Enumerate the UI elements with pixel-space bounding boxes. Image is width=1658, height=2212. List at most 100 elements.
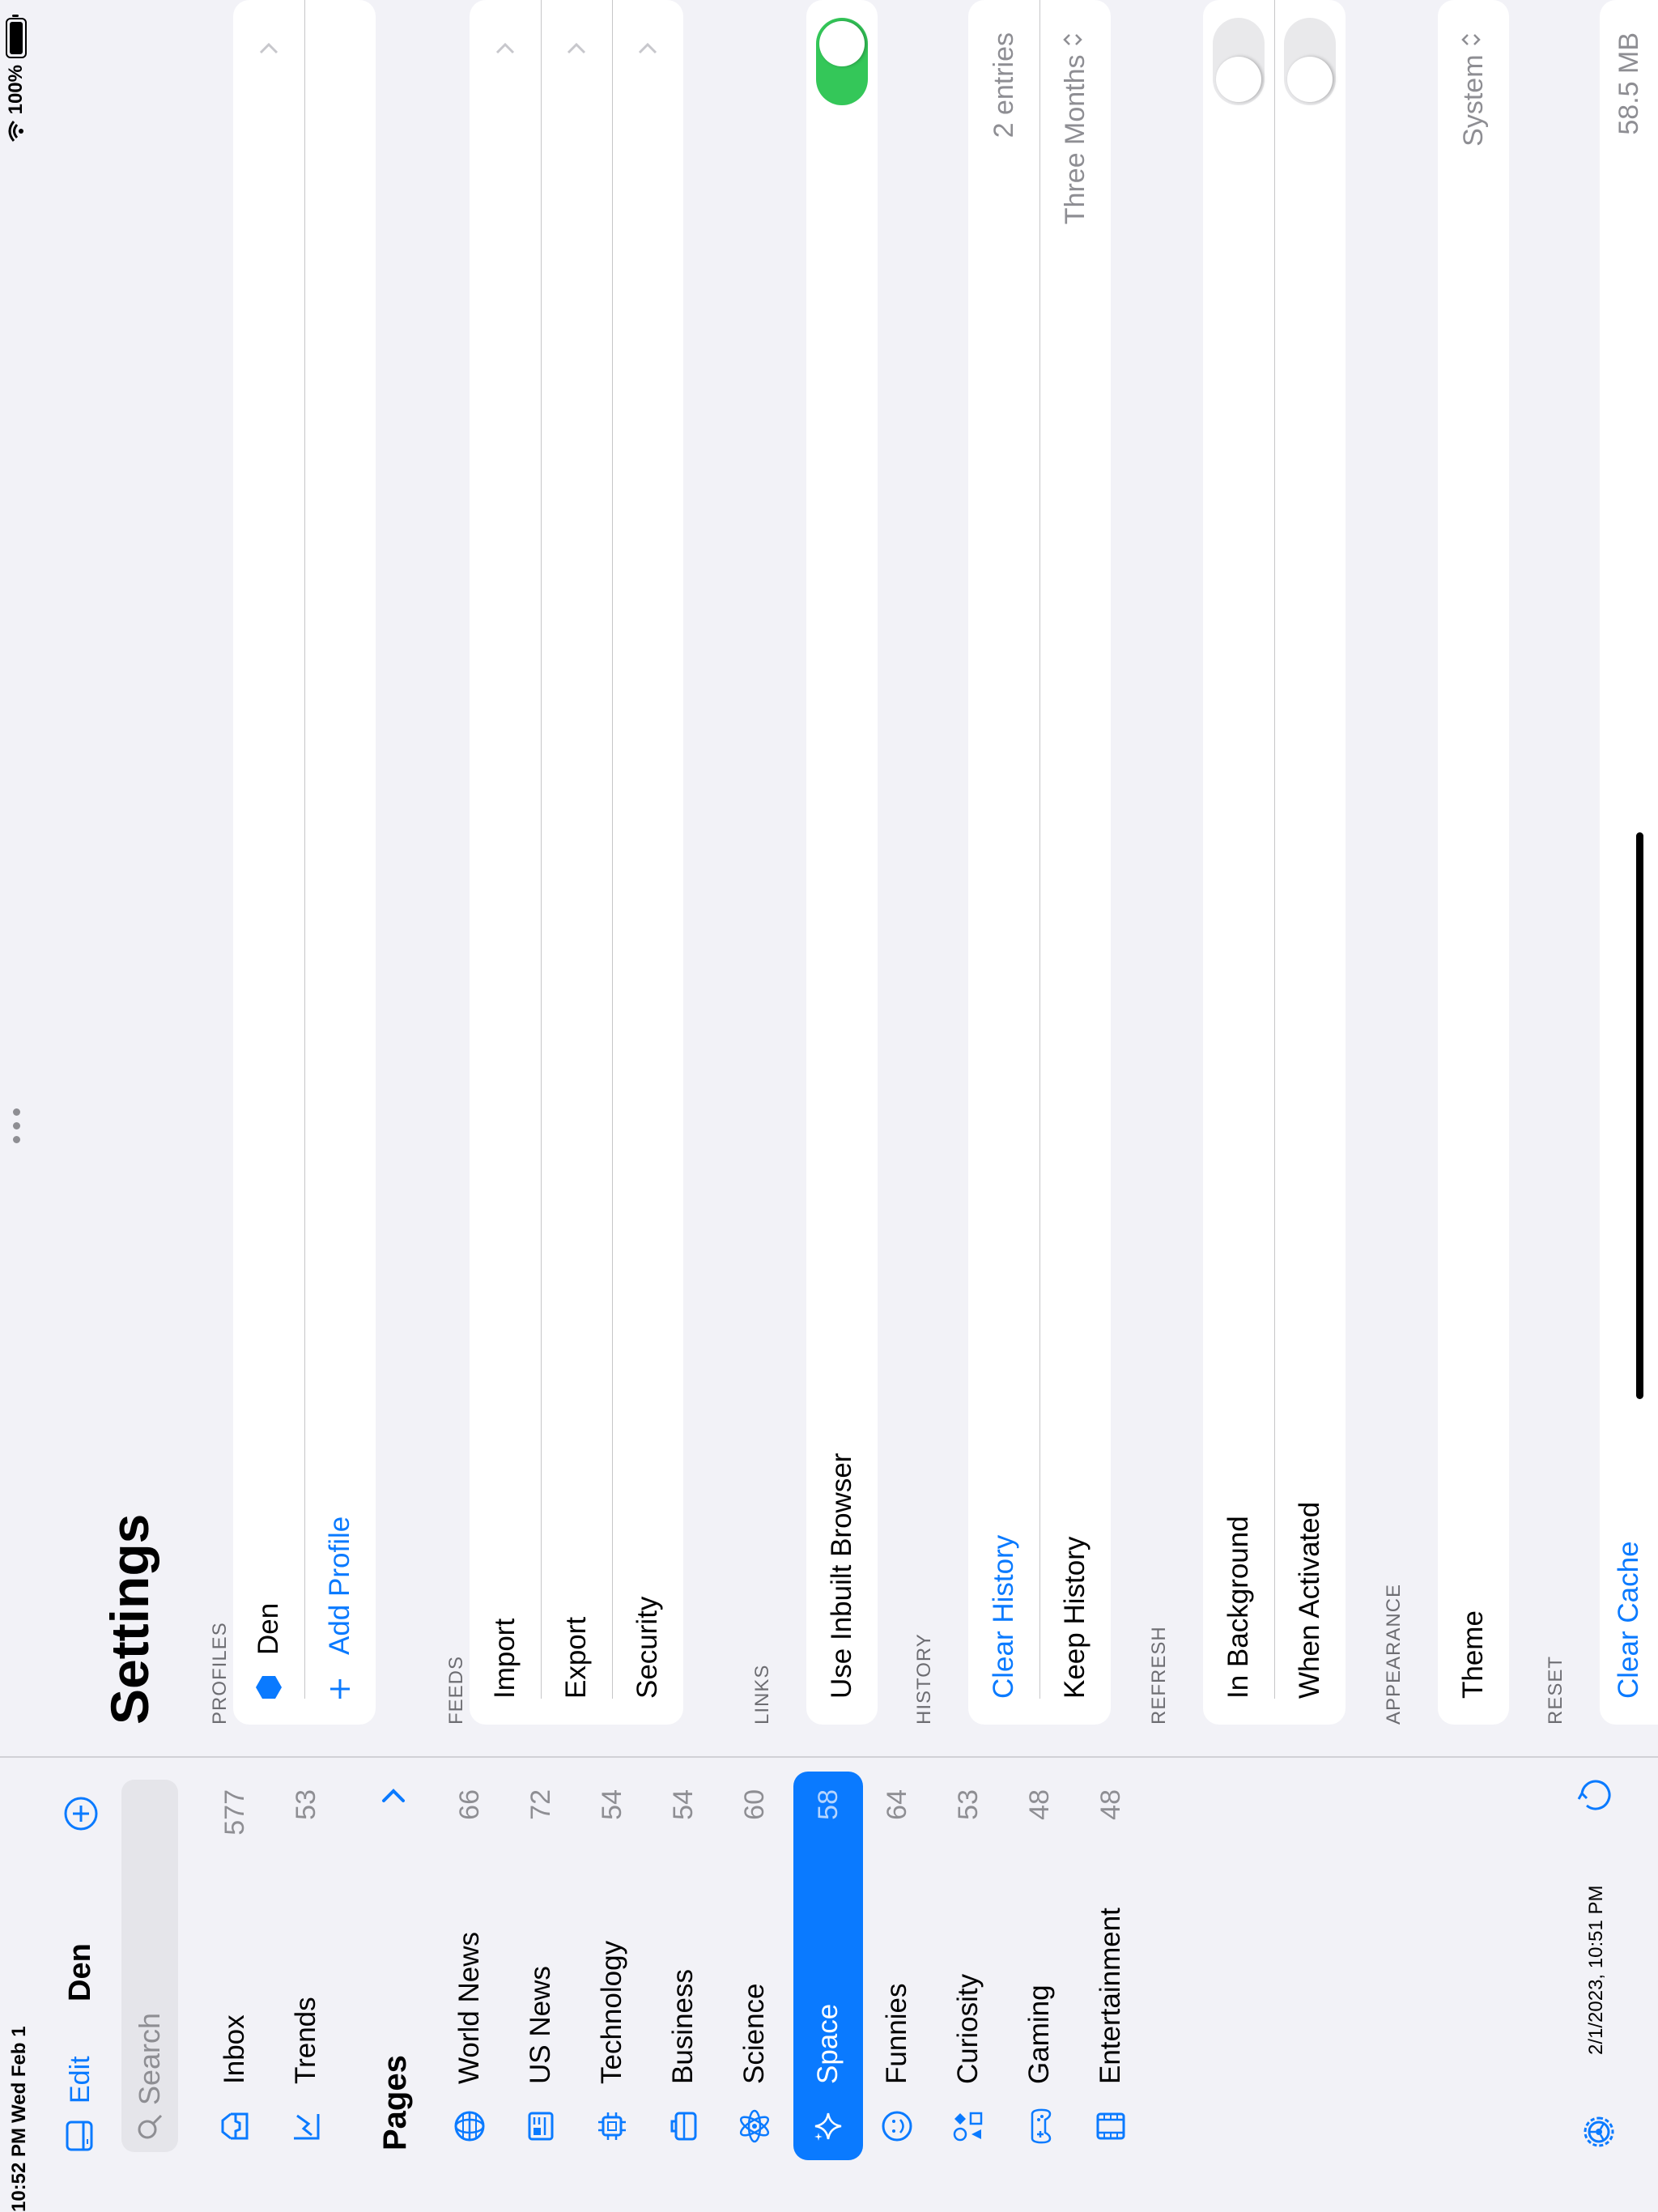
sidebar-item-count: 64 [881, 1789, 912, 1820]
sidebar-item-label: Science [738, 1983, 770, 2084]
refresh-group: In Background When Activated [1203, 0, 1346, 1725]
edit-button[interactable]: Edit [65, 2056, 96, 2104]
export-row[interactable]: Export [541, 0, 612, 1725]
sidebar-item-space[interactable]: Space 58 [793, 1772, 863, 2160]
profile-row[interactable]: Den [233, 0, 304, 1725]
chevron-updown-icon [1062, 34, 1082, 45]
section-header-appearance: APPEARANCE [1383, 1583, 1405, 1725]
profile-name: Den [63, 1943, 97, 2001]
feeds-group: Import Export Security [470, 0, 683, 1725]
add-profile-button[interactable]: Add Profile [304, 0, 376, 1725]
multitasking-dots[interactable] [13, 1108, 20, 1143]
chevron-right-icon[interactable] [377, 1783, 410, 1807]
chevron-updown-icon [1460, 34, 1481, 45]
sidebar-item-world-news[interactable]: World News 66 [437, 1772, 502, 2160]
appearance-group: Theme System [1438, 0, 1509, 1725]
sidebar-item-label: Gaming [1023, 1984, 1055, 2084]
sidebar-item-count: 66 [453, 1789, 485, 1820]
import-row[interactable]: Import [470, 0, 541, 1725]
gear-icon[interactable] [1579, 2112, 1619, 2152]
background-refresh-toggle[interactable] [1213, 18, 1265, 105]
theme-value[interactable]: System [1458, 0, 1490, 147]
sidebar-item-science[interactable]: Science 60 [722, 1772, 787, 2160]
sidebar-item-label: Technology [596, 1940, 627, 2084]
wifi-icon [8, 121, 23, 143]
section-header-reset: RESET [1545, 1655, 1567, 1725]
search-input[interactable]: Search [121, 1780, 178, 2152]
reset-group: Clear Cache 58.5 MB [1600, 0, 1658, 1725]
sidebar-toggle-icon[interactable] [63, 2120, 96, 2152]
clear-history-button[interactable]: Clear History [988, 1534, 1019, 1699]
globe-icon [454, 2111, 485, 2142]
history-group: Clear History 2 entries Keep History Thr… [968, 0, 1111, 1725]
sidebar-item-inbox[interactable]: Inbox 577 [202, 1772, 267, 2160]
keep-history-value-text: Three Months [1059, 54, 1090, 225]
status-indicators: 100% [5, 18, 28, 143]
trends-icon [294, 2114, 320, 2140]
security-label: Security [631, 1596, 663, 1699]
keep-history-row[interactable]: Keep History Three Months [1039, 0, 1111, 1725]
inbuilt-browser-row: Use Inbuilt Browser [806, 0, 878, 1725]
hexagon-icon [256, 1676, 282, 1699]
sidebar-item-label: US News [525, 1966, 556, 2084]
section-header-profiles: PROFILES [209, 1622, 231, 1725]
activated-refresh-label: When Activated [1294, 1501, 1325, 1699]
sidebar-item-label: Inbox [219, 2014, 250, 2084]
sidebar-item-count: 72 [525, 1789, 556, 1820]
sidebar-item-gaming[interactable]: Gaming 48 [1007, 1772, 1072, 2160]
profiles-group: Den Add Profile [233, 0, 376, 1725]
sidebar-item-business[interactable]: Business 54 [651, 1772, 716, 2160]
security-row[interactable]: Security [612, 0, 683, 1725]
sidebar-item-technology[interactable]: Technology 54 [580, 1772, 644, 2160]
sidebar-item-label: Curiosity [952, 1973, 984, 2084]
cpu-icon [598, 2112, 626, 2140]
activated-refresh-row: When Activated [1274, 0, 1346, 1725]
theme-value-text: System [1457, 54, 1489, 147]
search-placeholder: Search [133, 2012, 166, 2105]
sidebar-item-curiosity[interactable]: Curiosity 53 [936, 1772, 1001, 2160]
search-icon [138, 2114, 163, 2139]
add-circle-icon[interactable] [63, 1796, 99, 1831]
page-title: Settings [100, 1513, 159, 1725]
clear-history-row[interactable]: Clear History 2 entries [968, 0, 1039, 1725]
chevron-right-icon [638, 42, 657, 54]
history-entries: 2 entries [988, 32, 1019, 138]
gamepad-icon [1031, 2108, 1052, 2144]
sidebar-item-funnies[interactable]: Funnies 64 [865, 1772, 929, 2160]
inbuilt-browser-toggle[interactable] [816, 18, 868, 105]
theme-row[interactable]: Theme System [1438, 0, 1509, 1725]
sidebar-item-trends[interactable]: Trends 53 [274, 1772, 338, 2160]
add-profile-label: Add Profile [324, 1516, 355, 1655]
section-header-history: HISTORY [913, 1633, 935, 1725]
cache-size: 58.5 MB [1613, 32, 1644, 135]
sidebar-item-count: 60 [738, 1789, 770, 1820]
inbuilt-browser-label: Use Inbuilt Browser [826, 1453, 857, 1699]
sidebar-item-count: 48 [1023, 1789, 1055, 1820]
sidebar-item-us-news[interactable]: US News 72 [508, 1772, 573, 2160]
activated-refresh-toggle[interactable] [1284, 18, 1336, 105]
refresh-icon[interactable] [1575, 1775, 1616, 1815]
chevron-right-icon [259, 42, 278, 54]
chevron-right-icon [495, 42, 515, 54]
section-header-links: LINKS [751, 1664, 773, 1725]
background-refresh-label: In Background [1222, 1516, 1254, 1699]
film-icon [1096, 2112, 1125, 2140]
sidebar-item-entertainment[interactable]: Entertainment 48 [1078, 1772, 1143, 2160]
inbox-icon [221, 2112, 249, 2140]
section-header-refresh: REFRESH [1148, 1626, 1170, 1725]
sidebar-item-count: 577 [219, 1789, 250, 1836]
sidebar-item-label: World News [453, 1931, 485, 2084]
keep-history-value[interactable]: Three Months [1060, 0, 1091, 224]
smiley-icon [882, 2111, 912, 2142]
scroll-indicator[interactable] [1636, 832, 1643, 1399]
newspaper-icon [528, 2112, 554, 2141]
status-time: 10:52 PM [8, 2127, 30, 2212]
battery-percent: 100% [5, 65, 27, 115]
clear-cache-row[interactable]: Clear Cache 58.5 MB [1600, 0, 1658, 1725]
pages-heading[interactable]: Pages [377, 2055, 413, 2150]
background-refresh-row: In Background [1203, 0, 1274, 1725]
sidebar-divider [0, 1756, 1658, 1758]
last-sync-date: 2/1/2023, 10:51 PM [1585, 1885, 1607, 2055]
sidebar-item-count: 58 [812, 1789, 844, 1820]
battery-icon [6, 18, 27, 58]
